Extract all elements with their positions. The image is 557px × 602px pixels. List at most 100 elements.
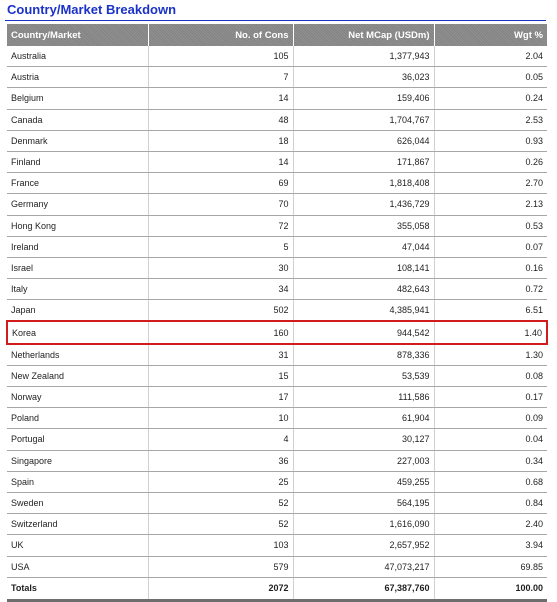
cell-country: Finland	[7, 151, 149, 174]
cell-mcap: 2,657,952	[293, 534, 435, 557]
cell-cons: 10	[148, 407, 294, 430]
table-row: Ireland 5 47,044 0.07	[7, 236, 547, 258]
table-row: Hong Kong 72 355,058 0.53	[7, 215, 547, 237]
cell-country: Denmark	[7, 130, 149, 152]
cell-cons: 52	[148, 513, 294, 536]
cell-cons: 31	[148, 343, 294, 366]
column-header-mcap: Net MCap (USDm)	[293, 24, 435, 46]
cell-mcap: 482,643	[293, 278, 435, 301]
table-row: Israel 30 108,141 0.16	[7, 257, 547, 280]
cell-cons: 72	[148, 215, 294, 237]
table-row: Denmark 18 626,044 0.93	[7, 130, 547, 152]
table-row: Australia 105 1,377,943 2.04	[7, 46, 547, 68]
cell-weight: 0.24	[434, 87, 547, 110]
table-row: Japan 502 4,385,941 6.51	[7, 299, 547, 322]
cell-cons: 4	[148, 428, 294, 451]
cell-country: Singapore	[7, 450, 149, 472]
cell-mcap: 355,058	[293, 215, 435, 237]
table-body: Australia 105 1,377,943 2.04 Austria 7 36,023 0…	[6, 46, 548, 602]
cell-country: Hong Kong	[7, 215, 149, 237]
cell-mcap: 1,704,767	[293, 109, 435, 131]
table-row: Poland 10 61,904 0.09	[7, 407, 547, 430]
cell-weight: 0.04	[434, 428, 547, 451]
cell-country: Canada	[7, 109, 149, 131]
cell-country: New Zealand	[7, 365, 149, 388]
table-row: Netherlands 31 878,336 1.30	[7, 343, 547, 366]
cell-weight: 0.93	[434, 130, 547, 152]
cell-country: USA	[7, 556, 149, 578]
cell-weight: 0.68	[434, 471, 547, 493]
table-row: USA 579 47,073,217 69.85	[7, 556, 547, 578]
cell-country: UK	[7, 534, 149, 557]
cell-country: Germany	[7, 193, 149, 216]
cell-country: Belgium	[7, 87, 149, 110]
title-underline	[5, 20, 546, 21]
cell-mcap: 47,073,217	[293, 556, 435, 578]
cell-mcap: 626,044	[293, 130, 435, 152]
cell-weight: 1.40	[434, 320, 548, 345]
table-title: Country/Market Breakdown	[7, 2, 177, 17]
cell-cons: 502	[148, 299, 294, 322]
cell-weight: 69.85	[434, 556, 547, 578]
column-header-country: Country/Market	[7, 24, 149, 46]
cell-weight: 2.70	[434, 172, 547, 195]
cell-country: Ireland	[7, 236, 149, 258]
cell-country: Austria	[7, 66, 149, 89]
cell-weight: 0.05	[434, 66, 547, 89]
cell-weight: 1.30	[434, 343, 547, 366]
cell-country: Netherlands	[7, 343, 149, 366]
cell-country: Sweden	[7, 492, 149, 515]
country-breakdown-table: Country/Market No. of Cons Net MCap (USD…	[6, 24, 548, 602]
cell-country: Italy	[7, 278, 149, 301]
table-row: Switzerland 52 1,616,090 2.40	[7, 513, 547, 536]
total-cell-cons: 2072	[148, 577, 294, 602]
cell-weight: 0.26	[434, 151, 547, 174]
cell-weight: 0.84	[434, 492, 547, 515]
cell-mcap: 1,818,408	[293, 172, 435, 195]
cell-weight: 3.94	[434, 534, 547, 557]
cell-country: Japan	[7, 299, 149, 322]
cell-country: Korea	[6, 320, 149, 345]
cell-country: Poland	[7, 407, 149, 430]
cell-mcap: 459,255	[293, 471, 435, 493]
cell-country: France	[7, 172, 149, 195]
cell-weight: 6.51	[434, 299, 547, 322]
cell-mcap: 111,586	[293, 386, 435, 409]
total-cell-mcap: 67,387,760	[293, 577, 435, 602]
table-row: Italy 34 482,643 0.72	[7, 278, 547, 301]
cell-weight: 0.08	[434, 365, 547, 388]
cell-weight: 0.34	[434, 450, 547, 472]
cell-mcap: 36,023	[293, 66, 435, 89]
cell-cons: 18	[148, 130, 294, 152]
cell-country: Australia	[7, 46, 149, 68]
table-row: France 69 1,818,408 2.70	[7, 172, 547, 195]
table-row: Portugal 4 30,127 0.04	[7, 428, 547, 451]
cell-mcap: 108,141	[293, 257, 435, 280]
table-row: Singapore 36 227,003 0.34	[7, 450, 547, 472]
column-header-weight: Wgt %	[434, 24, 547, 46]
totals-row: Totals 2072 67,387,760 100.00	[7, 577, 547, 602]
cell-weight: 0.72	[434, 278, 547, 301]
cell-country: Portugal	[7, 428, 149, 451]
total-cell-country: Totals	[7, 577, 149, 602]
cell-weight: 2.53	[434, 109, 547, 131]
cell-mcap: 564,195	[293, 492, 435, 515]
cell-weight: 0.53	[434, 215, 547, 237]
cell-cons: 70	[148, 193, 294, 216]
cell-country: Switzerland	[7, 513, 149, 536]
cell-mcap: 4,385,941	[293, 299, 435, 322]
table-row: UK 103 2,657,952 3.94	[7, 534, 547, 557]
cell-cons: 7	[148, 66, 294, 89]
cell-cons: 160	[148, 320, 294, 345]
cell-cons: 25	[148, 471, 294, 493]
cell-cons: 103	[148, 534, 294, 557]
table-row: Finland 14 171,867 0.26	[7, 151, 547, 174]
cell-cons: 5	[148, 236, 294, 258]
table-row: New Zealand 15 53,539 0.08	[7, 365, 547, 388]
cell-mcap: 53,539	[293, 365, 435, 388]
cell-country: Spain	[7, 471, 149, 493]
cell-mcap: 159,406	[293, 87, 435, 110]
cell-cons: 34	[148, 278, 294, 301]
table-row: Sweden 52 564,195 0.84	[7, 492, 547, 515]
cell-cons: 30	[148, 257, 294, 280]
